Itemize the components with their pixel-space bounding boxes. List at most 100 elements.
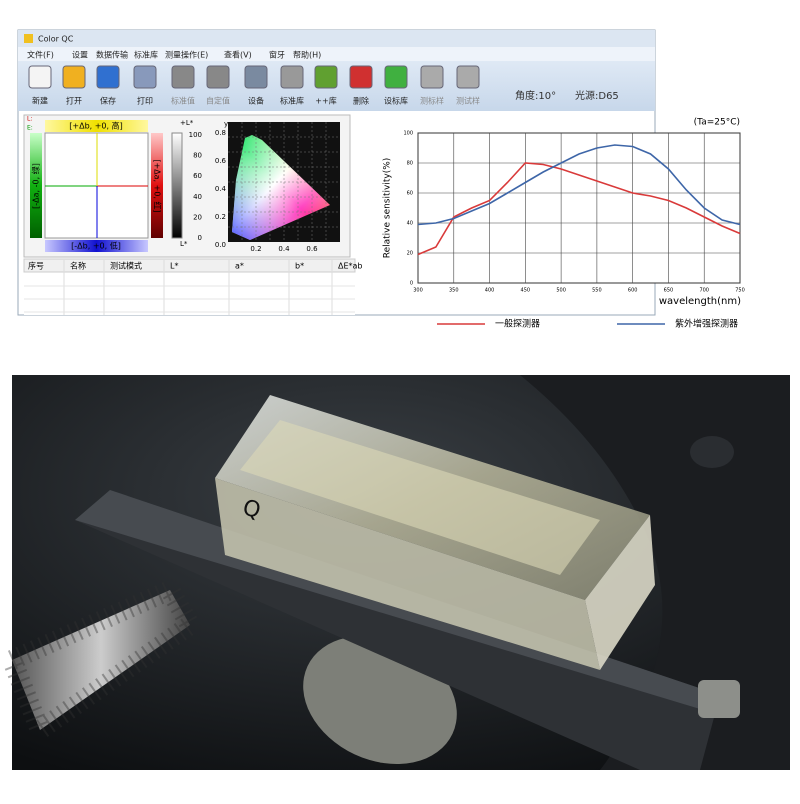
lightness-tick: 80 <box>193 152 202 160</box>
toolbar-icon[interactable] <box>420 65 444 89</box>
screw <box>12 590 190 730</box>
illuminant-status: 光源:D65 <box>575 89 619 102</box>
menu-item[interactable]: 查看(V) <box>224 50 252 60</box>
db-minus-label: [-Δb, +0, 低] <box>71 241 121 251</box>
window-title: Color QC <box>38 35 74 44</box>
menu-item[interactable]: 设置 <box>72 50 88 60</box>
da-minus-bar <box>30 133 42 238</box>
lightness-tick: 20 <box>193 213 202 221</box>
chart-title: (Ta=25°C) <box>694 118 740 128</box>
x-tick-label: 550 <box>592 288 602 294</box>
x-tick-label: 300 <box>413 288 423 294</box>
da-plus-label: [+Δa, +0, 红] <box>153 159 163 212</box>
sensitivity-chart: (Ta=25°C) Relative sensitivity(%) wavele… <box>383 118 745 330</box>
x-tick-label: 650 <box>664 288 674 294</box>
lightness-tick: 0 <box>198 234 202 242</box>
toolbar-label: 打印 <box>137 96 153 106</box>
bolt <box>690 436 734 468</box>
cie-x-tick: 0.6 <box>306 245 318 253</box>
toolbar-icon[interactable] <box>280 65 304 89</box>
y-tick-label: 100 <box>403 131 413 137</box>
series-line <box>417 144 741 226</box>
column-header: b* <box>295 262 304 271</box>
lightness-tick: 40 <box>193 193 202 201</box>
x-tick-label: 750 <box>735 288 745 294</box>
lightness-tick: 60 <box>193 172 202 180</box>
toolbar-icon[interactable] <box>384 65 408 89</box>
lightness-bar <box>171 132 183 239</box>
x-tick-label: 450 <box>521 288 531 294</box>
y-tick-label: 80 <box>407 161 413 167</box>
cuvette-mark: Q <box>240 495 263 524</box>
cie-gamut-overlay <box>232 135 330 240</box>
toolbar-icon[interactable] <box>62 65 86 89</box>
cie-y-tick: 0.8 <box>215 129 226 137</box>
lightness-top: +L* <box>180 119 194 127</box>
legend-label: 一般探测器 <box>495 318 540 330</box>
cie-y-tick: 0.4 <box>215 185 227 193</box>
cie-y-tick: 0.2 <box>215 213 226 221</box>
toolbar-label: 设标库 <box>384 96 408 106</box>
indicator-l: L: <box>27 116 32 123</box>
toolbar-icon[interactable] <box>456 65 480 89</box>
cuvette-end <box>585 515 655 670</box>
y-tick-label: 0 <box>410 281 413 287</box>
toolbar-label: 删除 <box>353 96 369 106</box>
cie-x-tick: 0.2 <box>250 245 261 253</box>
menu-item[interactable]: 文件(F) <box>27 50 54 60</box>
x-tick-label: 500 <box>556 288 566 294</box>
y-tick-label: 60 <box>407 191 413 197</box>
menu-item[interactable]: 标准库 <box>134 50 158 60</box>
toolbar-icon[interactable] <box>244 65 268 89</box>
menu-item[interactable]: 数据传输 <box>96 50 128 60</box>
column-header: 序号 <box>28 261 44 271</box>
db-plus-label: [+Δb, +0, 高] <box>69 121 122 131</box>
toolbar-icon[interactable] <box>28 65 52 89</box>
cuvette-front <box>215 478 600 670</box>
photo: Q <box>0 375 790 770</box>
y-axis-label: Relative sensitivity(%) <box>383 158 393 259</box>
lightness-bottom: L* <box>180 240 188 248</box>
toolbar-label: 测标样 <box>420 96 444 106</box>
x-tick-label: 400 <box>485 288 495 294</box>
toolbar-label: 保存 <box>100 96 116 106</box>
toolbar-icon[interactable] <box>133 65 157 89</box>
toolbar-label: 打开 <box>66 96 82 106</box>
toolbar-label: 标准值 <box>171 96 195 106</box>
menu-item[interactable]: 窗牙 <box>269 50 285 60</box>
toolbar-label: 新建 <box>32 96 48 106</box>
toolbar-label: 标准库 <box>280 96 304 106</box>
series-line <box>417 162 741 256</box>
toolbar-label: 设备 <box>248 96 264 106</box>
column-header: 测试模式 <box>110 261 142 271</box>
column-header: a* <box>235 262 244 271</box>
y-tick-label: 40 <box>407 221 413 227</box>
menu-bar <box>18 47 655 61</box>
toolbar-icon[interactable] <box>171 65 195 89</box>
da-minus-label: [-Δa, -0, 绿] <box>32 163 41 209</box>
toolbar-label: 测试样 <box>456 96 480 106</box>
da-plus-bar <box>151 133 163 238</box>
app-icon <box>24 34 33 43</box>
legend-label: 紫外增强探测器 <box>675 318 738 330</box>
menu-item[interactable]: 测量操作(E) <box>165 50 208 60</box>
toolbar-icon[interactable] <box>206 65 230 89</box>
cuvette-liquid <box>240 420 600 575</box>
cie-y-tick: 0.0 <box>215 241 226 249</box>
lightness-tick: 100 <box>189 131 202 139</box>
x-tick-label: 700 <box>699 288 709 294</box>
db-minus-bar <box>45 240 148 252</box>
plot-area <box>417 132 741 284</box>
toolbar-icon[interactable] <box>314 65 338 89</box>
menu-item[interactable]: 帮助(H) <box>293 50 321 60</box>
toolbar-icon[interactable] <box>96 65 120 89</box>
column-header: 名称 <box>70 261 86 271</box>
toolbar-icon[interactable] <box>349 65 373 89</box>
toolbar-label: 自定值 <box>206 96 230 106</box>
indicator-e: E: <box>27 125 33 132</box>
x-tick-label: 350 <box>449 288 459 294</box>
x-tick-label: 600 <box>628 288 638 294</box>
column-header: ΔE*ab <box>338 262 363 271</box>
